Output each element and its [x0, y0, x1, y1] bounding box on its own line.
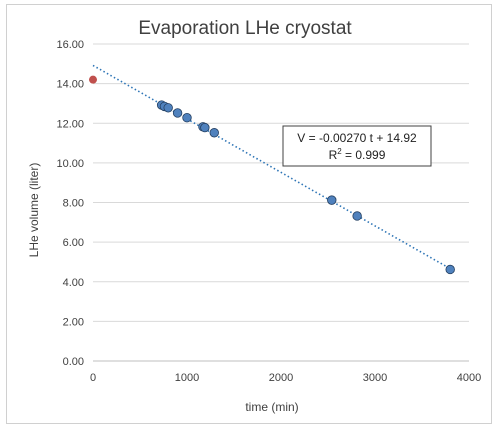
gridlines [93, 43, 469, 322]
equation-box: V = -0.00270 t + 14.92 R2 = 0.999 [282, 125, 432, 167]
chart-frame [6, 4, 492, 424]
y-axis-label: LHe volume (liter) [27, 163, 41, 258]
y-tick-label: 2.00 [63, 316, 84, 328]
data-point [352, 211, 362, 221]
y-tick-label: 12.00 [56, 118, 84, 130]
x-tick-label: 2000 [269, 372, 293, 384]
x-tick-label: 4000 [457, 372, 481, 384]
x-tick-label: 0 [90, 372, 96, 384]
data-point [327, 195, 337, 205]
data-point [163, 103, 173, 113]
chart-title: Evaporation LHe cryostat [138, 18, 352, 39]
data-point [182, 113, 192, 123]
data-point [172, 108, 183, 118]
initial-data-point [89, 75, 97, 84]
y-tick-label: 8.00 [63, 198, 84, 210]
data-points [89, 75, 455, 275]
y-tick-label: 14.00 [56, 79, 84, 91]
equation-line: V = -0.00270 t + 14.92 [297, 131, 417, 145]
data-point [209, 128, 219, 138]
x-tick-label: 3000 [363, 372, 387, 384]
data-point [200, 122, 210, 133]
y-tick-label: 6.00 [63, 237, 84, 249]
data-point [445, 264, 455, 275]
y-tick-label: 0.00 [63, 356, 84, 368]
trendline [92, 64, 451, 270]
x-axis-ticks: 0 1000 2000 3000 4000 [90, 372, 481, 384]
y-axis-ticks: 0.00 2.00 4.00 6.00 8.00 10.00 12.00 14.00 16.00 [56, 39, 84, 368]
y-tick-label: 4.00 [63, 277, 84, 289]
y-tick-label: 16.00 [56, 39, 84, 51]
r-squared-line: R2 = 0.999 [329, 147, 386, 162]
y-tick-label: 10.00 [56, 158, 84, 170]
x-tick-label: 1000 [175, 372, 199, 384]
x-axis-label: time (min) [245, 400, 298, 414]
